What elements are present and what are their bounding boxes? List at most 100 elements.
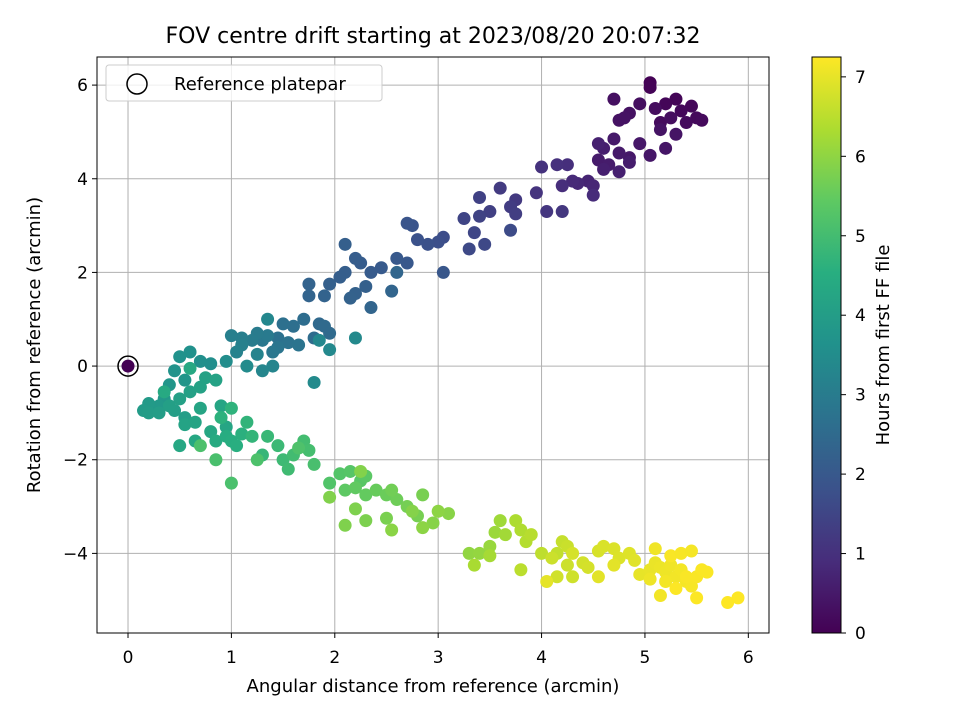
data-point	[390, 251, 404, 265]
data-point	[323, 343, 337, 357]
data-point	[659, 574, 673, 588]
data-point	[633, 97, 647, 111]
data-point	[514, 523, 528, 537]
data-point	[659, 97, 673, 111]
data-point	[359, 279, 373, 293]
data-point	[400, 216, 414, 230]
data-point	[302, 443, 316, 457]
data-point	[390, 265, 404, 279]
data-point	[669, 127, 683, 141]
data-point	[648, 102, 662, 116]
data-point	[535, 546, 549, 560]
data-point	[214, 399, 228, 413]
data-point	[586, 188, 600, 202]
data-point	[416, 488, 430, 502]
data-point	[385, 523, 399, 537]
data-point	[204, 357, 218, 371]
data-point	[504, 223, 518, 237]
data-point	[338, 237, 352, 251]
colorbar-tick-label: 4	[855, 306, 866, 326]
data-point	[323, 277, 337, 291]
data-point	[245, 429, 259, 443]
data-point	[183, 361, 197, 375]
data-point	[653, 123, 667, 137]
data-point	[684, 544, 698, 558]
data-point	[178, 418, 192, 432]
data-point	[664, 111, 678, 125]
data-point	[695, 113, 709, 127]
data-point	[648, 542, 662, 556]
data-point	[209, 434, 223, 448]
data-point	[364, 265, 378, 279]
data-point	[183, 385, 197, 399]
data-point	[514, 563, 528, 577]
data-point	[633, 137, 647, 151]
y-tick-label: 6	[77, 76, 88, 96]
data-point	[261, 329, 275, 343]
data-point	[550, 570, 564, 584]
colorbar-label: Hours from first FF file	[873, 245, 894, 446]
data-point	[173, 350, 187, 364]
data-point	[348, 481, 362, 495]
data-point	[622, 155, 636, 169]
data-points	[117, 76, 745, 610]
data-point	[379, 511, 393, 525]
data-point	[529, 186, 543, 200]
data-point	[400, 256, 414, 270]
reference-point	[121, 359, 135, 373]
legend: Reference platepar	[105, 64, 383, 102]
reference-marker	[117, 355, 139, 377]
data-point	[731, 591, 745, 605]
x-tick-label: 5	[640, 648, 651, 668]
data-point	[209, 373, 223, 387]
data-point	[374, 261, 388, 275]
chart-title: FOV centre drift starting at 2023/08/20 …	[166, 24, 701, 49]
data-point	[669, 582, 683, 596]
data-point	[323, 326, 337, 340]
data-point	[483, 539, 497, 553]
y-tick-label: −2	[63, 451, 88, 471]
data-point	[157, 385, 171, 399]
data-point	[240, 415, 254, 429]
colorbar: 0 1 2 3 4 5 6 7 Hours from first FF file	[811, 56, 894, 644]
data-point	[235, 427, 249, 441]
data-point	[462, 546, 476, 560]
data-point	[597, 539, 611, 553]
data-point	[473, 546, 487, 560]
data-point	[292, 441, 306, 455]
data-point	[643, 572, 657, 586]
data-point	[271, 331, 285, 345]
data-point	[292, 338, 306, 352]
data-point	[312, 333, 326, 347]
data-point	[230, 439, 244, 453]
data-point	[509, 207, 523, 221]
data-point	[286, 319, 300, 333]
data-point	[219, 354, 233, 368]
data-point	[617, 111, 631, 125]
data-point	[607, 92, 621, 106]
data-point	[385, 483, 399, 497]
data-point	[333, 467, 347, 481]
data-point	[643, 80, 657, 94]
y-tick-label: 0	[77, 357, 88, 377]
colorbar-tick-label: 5	[855, 227, 866, 247]
data-point	[467, 226, 481, 240]
data-point	[338, 518, 352, 532]
data-point	[690, 591, 704, 605]
data-point	[591, 570, 605, 584]
data-point	[566, 174, 580, 188]
data-point	[369, 483, 383, 497]
data-point	[566, 546, 580, 560]
data-point	[643, 148, 657, 162]
y-tick-label: 4	[77, 170, 88, 190]
data-point	[240, 359, 254, 373]
data-point	[473, 209, 487, 223]
data-point	[566, 570, 580, 584]
data-point	[323, 476, 337, 490]
data-point	[224, 476, 238, 490]
data-point	[431, 235, 445, 249]
data-point	[317, 289, 331, 303]
data-point	[255, 364, 269, 378]
data-point	[209, 453, 223, 467]
